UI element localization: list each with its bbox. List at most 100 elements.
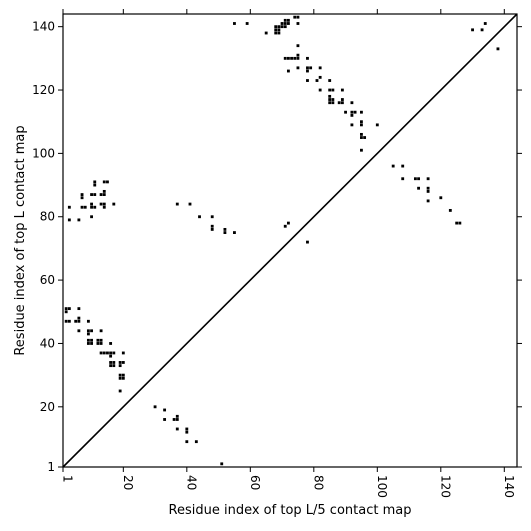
contact-point	[426, 199, 430, 203]
contact-point	[426, 186, 430, 190]
contact-point	[480, 28, 484, 32]
contact-point	[109, 351, 113, 355]
contact-point	[77, 307, 81, 311]
contact-point	[90, 342, 93, 345]
contact-point	[96, 342, 100, 345]
contact-point	[163, 408, 167, 412]
contact-point	[86, 319, 90, 323]
contact-point	[283, 224, 287, 228]
contact-point	[360, 123, 363, 127]
contact-point	[90, 193, 93, 196]
contact-point	[417, 177, 420, 181]
contact-point	[439, 196, 443, 200]
contact-point	[360, 132, 363, 136]
contact-point	[337, 101, 341, 105]
contact-point	[309, 66, 313, 70]
contact-point	[328, 94, 332, 98]
contact-point	[102, 189, 106, 193]
contact-point	[296, 15, 300, 19]
contact-point	[175, 414, 179, 418]
contact-point	[350, 101, 354, 105]
contact-point	[223, 227, 227, 231]
contact-point	[233, 231, 236, 234]
contact-point	[175, 427, 179, 431]
contact-point	[318, 88, 322, 92]
contact-point	[67, 307, 71, 311]
contact-point	[318, 66, 322, 70]
contact-point	[90, 205, 93, 209]
contact-point	[283, 25, 287, 29]
contact-point	[483, 22, 487, 25]
contact-point	[496, 47, 500, 51]
contact-point	[293, 15, 297, 19]
x-axis-title: Residue index of top L/5 contact map	[169, 503, 412, 518]
contact-point	[363, 136, 367, 139]
contact-point	[90, 329, 93, 333]
contact-point	[118, 373, 122, 377]
contact-point	[194, 440, 198, 444]
contact-point	[350, 113, 354, 117]
contact-point	[340, 101, 344, 105]
contact-point	[274, 25, 278, 29]
contact-point	[99, 193, 103, 196]
contact-point	[153, 405, 157, 409]
contact-point	[112, 202, 116, 206]
y-tick-label: 40	[40, 336, 55, 350]
contact-point	[331, 88, 335, 92]
contact-point	[93, 205, 97, 209]
contact-point	[220, 462, 224, 466]
contact-point	[99, 342, 103, 345]
contact-point	[109, 361, 113, 364]
x-tick-label: 20	[121, 475, 135, 490]
contact-point	[93, 193, 97, 196]
contact-point	[277, 28, 281, 32]
contact-point	[112, 351, 116, 355]
contact-point	[185, 430, 189, 434]
contact-point	[283, 18, 287, 22]
contact-point	[290, 56, 294, 60]
contact-point	[210, 227, 214, 231]
contact-point	[210, 224, 214, 228]
contact-point	[401, 177, 405, 181]
contact-point	[328, 79, 332, 82]
contact-point	[350, 123, 354, 127]
contact-point	[67, 205, 71, 209]
contact-point	[102, 193, 106, 196]
contact-point	[102, 351, 106, 355]
contact-point	[67, 218, 71, 222]
contact-point	[74, 319, 78, 323]
contact-point	[360, 148, 363, 152]
contact-point	[360, 136, 363, 139]
contact-point	[286, 221, 290, 225]
contact-point	[64, 319, 68, 323]
x-tick-label: 40	[184, 475, 198, 490]
contact-point	[77, 316, 81, 320]
contact-point	[118, 361, 122, 364]
contact-points	[64, 15, 500, 466]
diagonal-line	[62, 13, 518, 468]
contact-point	[471, 28, 474, 32]
contact-point	[277, 25, 281, 29]
x-tick-label: 1	[61, 475, 75, 483]
contact-point	[93, 183, 97, 187]
x-tick-label: 100	[375, 475, 389, 498]
contact-point	[112, 364, 116, 368]
contact-point	[121, 376, 125, 380]
contact-point	[350, 110, 354, 114]
contact-point	[328, 98, 332, 101]
contact-point	[118, 364, 122, 368]
y-axis-title: Residue index of top L contact map	[13, 125, 28, 355]
contact-point	[90, 215, 93, 219]
contact-point	[318, 75, 322, 79]
contact-point	[109, 354, 113, 358]
contact-point	[455, 221, 459, 225]
contact-point	[277, 31, 281, 35]
contact-point	[413, 177, 417, 181]
y-tick-label: 100	[32, 146, 55, 160]
contact-point	[283, 22, 287, 25]
y-tick-label: 140	[32, 20, 55, 34]
contact-point	[90, 202, 93, 206]
contact-point	[198, 215, 201, 219]
contact-point	[340, 98, 344, 101]
